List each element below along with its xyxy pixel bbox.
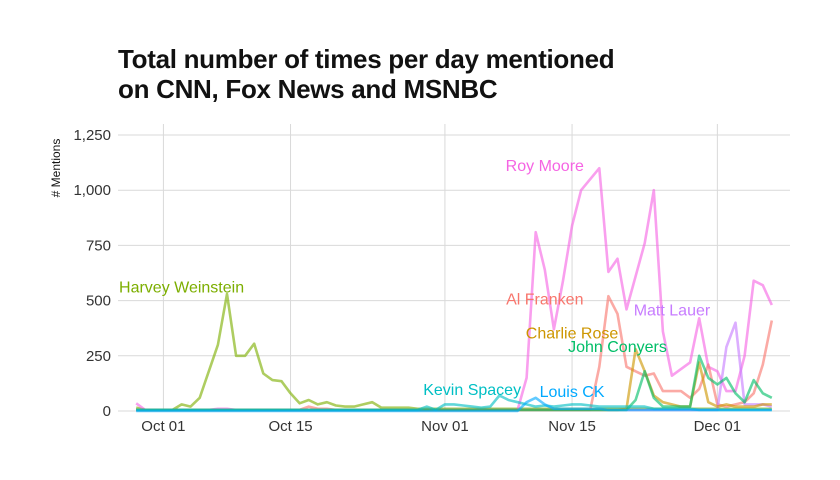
series-lines (135, 166, 774, 413)
y-axis-label: # Mentions (49, 139, 63, 198)
series-label: Charlie Rose (526, 326, 619, 343)
x-tick-label: Oct 01 (141, 418, 185, 435)
series-label: Louis CK (540, 384, 605, 401)
series-label: Al Franken (506, 291, 583, 308)
series-label: Harvey Weinstein (119, 279, 244, 296)
y-tick-label: 0 (103, 403, 111, 420)
series-label: Roy Moore (506, 158, 584, 175)
x-axis-ticks: Oct 01 Oct 15 Nov 01 Nov 15 Dec 01 (141, 418, 741, 435)
y-tick-label: 750 (86, 237, 111, 254)
x-tick-label: Nov 15 (548, 418, 596, 435)
x-tick-label: Oct 15 (268, 418, 312, 435)
chart-title: Total number of times per day mentioned … (118, 44, 758, 104)
series-label: Kevin Spacey (423, 382, 521, 399)
series-line-charlie-rose (136, 347, 772, 412)
y-tick-label: 1,000 (73, 182, 111, 199)
x-gridlines (162, 124, 718, 411)
chart-title-line-1: Total number of times per day mentioned (118, 44, 615, 74)
x-tick-label: Dec 01 (694, 418, 742, 435)
series-labels: Harvey Weinstein Roy Moore Al Franken Matt … (119, 158, 711, 401)
x-tick-label: Nov 01 (421, 418, 469, 435)
series-label: Matt Lauer (634, 302, 711, 319)
y-gridlines (118, 134, 790, 412)
chart-title-line-2: on CNN, Fox News and MSNBC (118, 74, 498, 104)
y-tick-label: 250 (86, 348, 111, 365)
series-label: John Conyers (568, 339, 667, 356)
y-axis-ticks: 0 250 500 750 1,000 1,250 (73, 127, 111, 420)
series-line-louis-ck (136, 396, 772, 413)
y-tick-label: 500 (86, 293, 111, 310)
y-tick-label: 1,250 (73, 127, 111, 144)
